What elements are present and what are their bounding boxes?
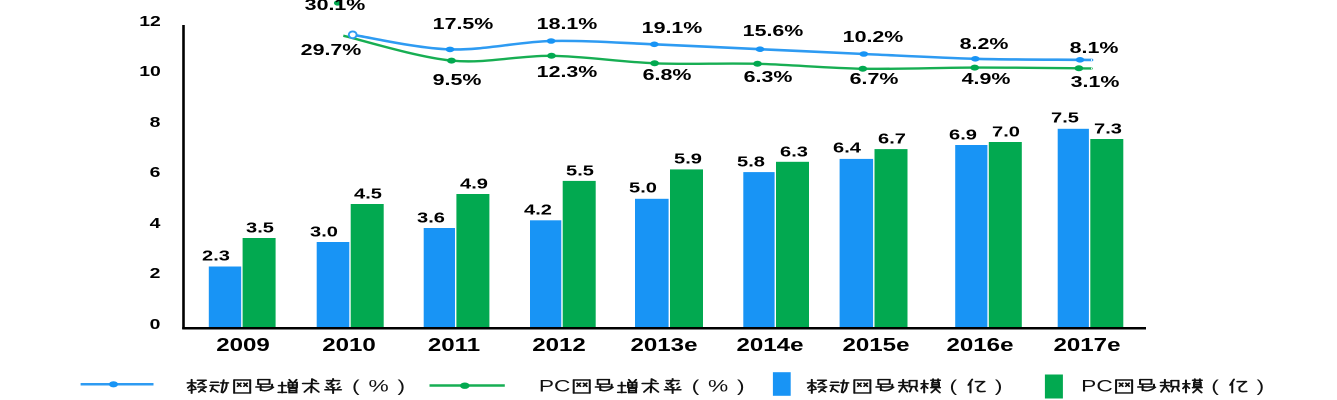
svg-text:): ) — [1257, 377, 1265, 396]
svg-text:PC: PC — [539, 377, 571, 396]
svg-text:): ) — [995, 377, 1003, 396]
svg-text:(: ( — [352, 377, 360, 396]
svg-text:(: ( — [692, 377, 700, 396]
svg-text:PC: PC — [1081, 377, 1113, 396]
svg-text:%: % — [708, 377, 728, 396]
svg-text:%: % — [368, 377, 388, 396]
svg-text:): ) — [737, 377, 745, 396]
svg-text:(: ( — [949, 377, 957, 396]
svg-text:): ) — [397, 377, 405, 396]
svg-text:(: ( — [1211, 377, 1219, 396]
